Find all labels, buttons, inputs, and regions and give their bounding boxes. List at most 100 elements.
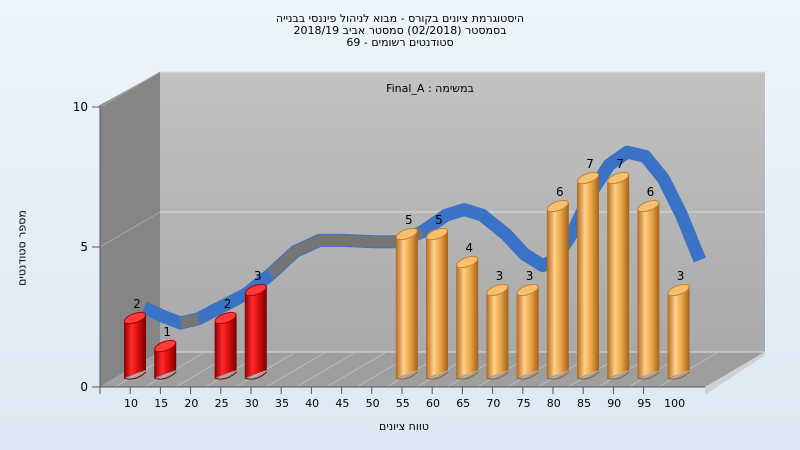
x-tick-label: 60 (426, 397, 440, 410)
bar-value-label: 4 (465, 241, 473, 255)
bar-30 (244, 283, 268, 380)
x-axis-label: טווח ציונים (379, 420, 429, 433)
x-tick-label: 75 (517, 397, 531, 410)
x-tick-label: 70 (486, 397, 500, 410)
right-edge (705, 352, 765, 395)
bar-top (214, 311, 237, 325)
bar-55 (395, 227, 419, 380)
bar-65 (456, 255, 479, 380)
x-tick-label: 90 (607, 397, 621, 410)
x-tick-label: 30 (245, 397, 259, 410)
bar-value-label: 6 (647, 185, 655, 199)
x-tick-label: 45 (335, 397, 349, 410)
chart-subtitle: Final_A : במשימה (386, 82, 474, 95)
y-tick-label: 10 (73, 100, 88, 114)
x-tick-label: 95 (637, 397, 651, 410)
bar-25 (214, 311, 237, 380)
bar-60 (425, 227, 449, 380)
bar-value-label: 1 (163, 325, 171, 339)
grid-line-side (99, 211, 161, 248)
bar-top (426, 227, 448, 241)
bar-base (425, 371, 449, 380)
bars (123, 171, 690, 380)
bar-body (244, 286, 267, 378)
x-tick-label: 10 (124, 397, 138, 410)
bar-body (486, 286, 509, 378)
x-tick-label: 35 (275, 397, 289, 410)
bar-base (395, 371, 419, 380)
bar-95 (637, 199, 660, 380)
bar-top (607, 171, 630, 185)
bar-75 (516, 283, 539, 380)
bar-90 (607, 171, 630, 380)
bar-base (637, 371, 660, 380)
y-tick-label: 0 (80, 380, 88, 394)
bar-base (244, 371, 268, 380)
bar-body (426, 230, 448, 378)
bar-base (214, 371, 237, 380)
bar-top (546, 199, 569, 213)
x-tick-label: 100 (664, 397, 685, 410)
curve-ribbon (141, 145, 706, 330)
bar-top (456, 255, 479, 269)
curve-ribbon-shadow (179, 313, 200, 329)
bar-value-label: 3 (254, 269, 262, 283)
x-tick-label: 15 (154, 397, 168, 410)
grid-line-floor (265, 351, 327, 388)
bar-body (456, 258, 479, 378)
bar-85 (576, 171, 600, 380)
bar-base (576, 371, 600, 380)
bar-body (124, 314, 146, 378)
bar-top (244, 283, 267, 297)
x-tick-label: 20 (184, 397, 198, 410)
bar-15 (154, 339, 177, 380)
x-tick-label: 85 (577, 397, 591, 410)
bar-base (516, 371, 539, 380)
chart-title-3: סטודנטים רשומים - 69 (346, 36, 454, 49)
bar-top (667, 283, 690, 297)
chart-title-1: היסטוגרמת ציונים בקורס - מבוא לניהול פינ… (275, 12, 525, 25)
x-tick-label: 80 (547, 397, 561, 410)
bar-base (667, 371, 690, 380)
y-tick-label: 5 (80, 240, 88, 254)
bar-labels: 2 1 2 3 5 5 4 3 3 6 7 7 6 3 (133, 157, 684, 339)
bar-body (214, 314, 237, 378)
bar-body (667, 286, 690, 378)
bar-value-label: 2 (133, 297, 141, 311)
bar-top (395, 227, 418, 241)
bar-80 (546, 199, 570, 380)
bar-70 (486, 283, 509, 380)
bar-value-label: 6 (556, 185, 564, 199)
x-tick-label: 25 (215, 397, 229, 410)
x-tick-label: 55 (396, 397, 410, 410)
bar-body (637, 202, 660, 378)
bar-top (154, 339, 177, 353)
bar-top (516, 283, 539, 297)
bar-top (637, 199, 660, 213)
bar-value-label: 7 (616, 157, 624, 171)
bar-10 (123, 311, 147, 380)
bar-value-label: 3 (677, 269, 685, 283)
bar-body (607, 174, 630, 378)
grid-line-floor (295, 351, 357, 388)
bar-base (486, 371, 509, 380)
bar-value-label: 5 (405, 213, 413, 227)
x-tick-label: 65 (456, 397, 470, 410)
bar-value-label: 5 (435, 213, 443, 227)
bar-base (607, 371, 630, 380)
bar-top (124, 311, 146, 325)
bar-value-label: 3 (496, 269, 504, 283)
bar-value-label: 7 (586, 157, 594, 171)
bar-body (395, 230, 418, 378)
bar-body (577, 174, 599, 378)
bar-value-label: 3 (526, 269, 534, 283)
bar-body (546, 202, 569, 378)
x-tick-label: 50 (366, 397, 380, 410)
chart-title-2: בסמסטר (02/2018) סמסטר אביב 2018/19 (293, 24, 507, 37)
bar-base (456, 371, 479, 380)
x-tick-label: 40 (305, 397, 319, 410)
bar-body (516, 286, 539, 378)
